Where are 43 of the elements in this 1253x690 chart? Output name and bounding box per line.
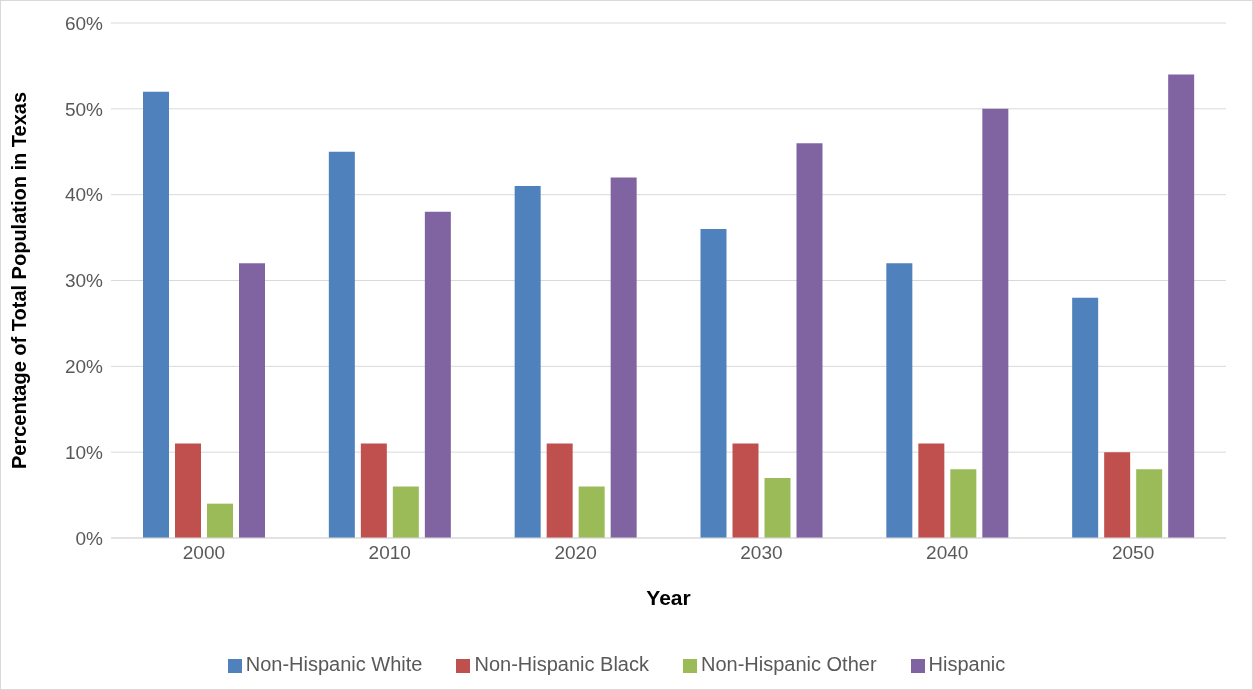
- bar: [546, 443, 573, 538]
- x-tick-label: 2030: [740, 542, 783, 564]
- x-tick-label: 2020: [554, 542, 597, 564]
- legend-label: Non-Hispanic White: [245, 653, 423, 675]
- y-tick-label: 10%: [64, 441, 104, 463]
- bar: [700, 229, 727, 538]
- bar: [1136, 469, 1163, 538]
- bar: [1104, 452, 1131, 538]
- bar: [1072, 297, 1099, 538]
- y-tick-label: 30%: [64, 270, 104, 292]
- bar: [143, 91, 169, 538]
- bar: [360, 443, 387, 538]
- bar: [424, 211, 451, 538]
- bar: [514, 186, 541, 538]
- x-tick-label: 2000: [182, 542, 226, 564]
- bar: [328, 151, 355, 538]
- y-tick-label: 20%: [64, 356, 104, 378]
- bar: [392, 486, 419, 538]
- legend-label: Non-Hispanic Other: [700, 653, 877, 675]
- x-tick-label: 2010: [368, 542, 411, 564]
- legend-label: Hispanic: [928, 653, 1006, 675]
- bar: [950, 469, 977, 538]
- bar: [610, 177, 637, 538]
- bar: [578, 486, 605, 538]
- y-axis-title: Percentage of Total Population in Texas: [8, 91, 31, 470]
- x-tick-label: 2040: [926, 542, 969, 564]
- bar: [796, 143, 823, 538]
- bar: [886, 263, 913, 538]
- x-tick-label: 2050: [1111, 542, 1155, 564]
- bar: [175, 443, 201, 538]
- bar: [1168, 74, 1195, 538]
- bar: [764, 477, 791, 538]
- bar: [982, 108, 1009, 538]
- x-axis-title: Year: [646, 586, 691, 609]
- y-tick-label: 40%: [64, 184, 104, 206]
- bar: [239, 263, 265, 538]
- bar: [918, 443, 945, 538]
- bar: [732, 443, 759, 538]
- y-tick-label: 50%: [64, 98, 104, 120]
- legend-label: Non-Hispanic Black: [474, 653, 649, 675]
- bar: [207, 503, 233, 538]
- y-tick-label: 0%: [75, 527, 104, 549]
- y-tick-label: 60%: [64, 12, 104, 34]
